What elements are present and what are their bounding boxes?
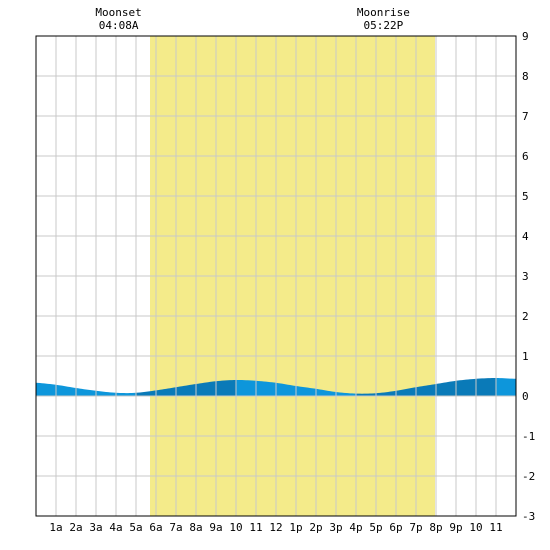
y-tick-label: 9	[522, 30, 529, 43]
tide-area-segment	[136, 380, 236, 396]
y-tick-label: 3	[522, 270, 529, 283]
x-tick-label: 3p	[329, 521, 342, 534]
x-tick-label: 10	[469, 521, 482, 534]
x-tick-label: 8a	[189, 521, 202, 534]
x-tick-label: 9p	[449, 521, 462, 534]
plot-frame	[35, 35, 517, 517]
x-tick-label: 11	[489, 521, 502, 534]
y-tick-label: -3	[522, 510, 535, 523]
x-tick-label: 2p	[309, 521, 322, 534]
y-tick-label: 6	[522, 150, 529, 163]
x-tick-label: 5a	[129, 521, 142, 534]
x-tick-label: 1p	[289, 521, 302, 534]
grid-layer	[36, 36, 516, 516]
y-tick-label: 2	[522, 310, 529, 323]
y-tick-label: -1	[522, 430, 535, 443]
x-tick-label: 6p	[389, 521, 402, 534]
x-tick-label: 8p	[429, 521, 442, 534]
y-tick-label: 4	[522, 230, 529, 243]
x-tick-label: 10	[229, 521, 242, 534]
x-tick-labels: 1a 2a 3a 4a 5a 6a 7a 8a 9a 10 11 12 1p 2p 3p 4p 5p 6p 7p 8p…	[49, 521, 502, 534]
y-tick-label: 0	[522, 390, 529, 403]
moon-event-label: Moonset	[95, 6, 141, 19]
y-tick-labels: 9 8 7 6 5 4 3 2 1 0 -1 -2 -3	[522, 30, 535, 523]
moon-event-time: 04:08A	[99, 19, 139, 32]
x-tick-label: 2a	[69, 521, 82, 534]
x-tick-label: 7p	[409, 521, 422, 534]
x-tick-label: 5p	[369, 521, 382, 534]
x-tick-label: 9a	[209, 521, 222, 534]
x-tick-label: 4a	[109, 521, 122, 534]
y-tick-label: 5	[522, 190, 529, 203]
x-tick-label: 11	[249, 521, 262, 534]
moon-event-time: 05:22P	[364, 19, 404, 32]
x-tick-label: 3a	[89, 521, 102, 534]
y-tick-label: -2	[522, 470, 535, 483]
x-tick-label: 7a	[169, 521, 182, 534]
y-tick-label: 1	[522, 350, 529, 363]
x-tick-label: 6a	[149, 521, 162, 534]
x-tick-label: 12	[269, 521, 282, 534]
x-tick-label: 1a	[49, 521, 62, 534]
y-tick-label: 7	[522, 110, 529, 123]
moon-event-label: Moonrise	[357, 6, 410, 19]
tide-area-segment	[356, 378, 496, 396]
tide-area-segment	[496, 378, 516, 396]
y-tick-label: 8	[522, 70, 529, 83]
x-tick-label: 4p	[349, 521, 362, 534]
tide-area-segment	[36, 382, 136, 396]
